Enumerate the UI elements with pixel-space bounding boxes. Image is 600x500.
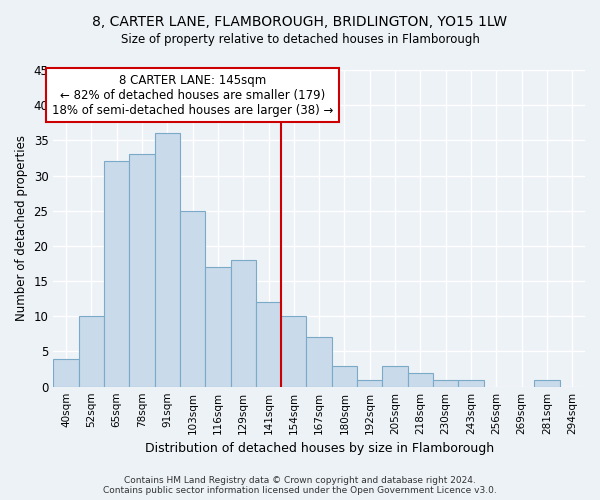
Text: Contains HM Land Registry data © Crown copyright and database right 2024.
Contai: Contains HM Land Registry data © Crown c… <box>103 476 497 495</box>
Bar <box>458 380 484 386</box>
Y-axis label: Number of detached properties: Number of detached properties <box>15 136 28 322</box>
Bar <box>79 316 104 386</box>
Text: 8, CARTER LANE, FLAMBOROUGH, BRIDLINGTON, YO15 1LW: 8, CARTER LANE, FLAMBOROUGH, BRIDLINGTON… <box>92 15 508 29</box>
Text: Size of property relative to detached houses in Flamborough: Size of property relative to detached ho… <box>121 32 479 46</box>
Bar <box>332 366 357 386</box>
Bar <box>408 372 433 386</box>
Bar <box>256 302 281 386</box>
Bar <box>205 267 230 386</box>
Bar <box>281 316 307 386</box>
Bar <box>180 210 205 386</box>
X-axis label: Distribution of detached houses by size in Flamborough: Distribution of detached houses by size … <box>145 442 494 455</box>
Bar <box>104 162 129 386</box>
Bar <box>230 260 256 386</box>
Bar <box>307 338 332 386</box>
Bar <box>433 380 458 386</box>
Bar <box>129 154 155 386</box>
Text: 8 CARTER LANE: 145sqm
← 82% of detached houses are smaller (179)
18% of semi-det: 8 CARTER LANE: 145sqm ← 82% of detached … <box>52 74 333 116</box>
Bar <box>357 380 382 386</box>
Bar <box>382 366 408 386</box>
Bar <box>535 380 560 386</box>
Bar <box>53 358 79 386</box>
Bar <box>155 134 180 386</box>
